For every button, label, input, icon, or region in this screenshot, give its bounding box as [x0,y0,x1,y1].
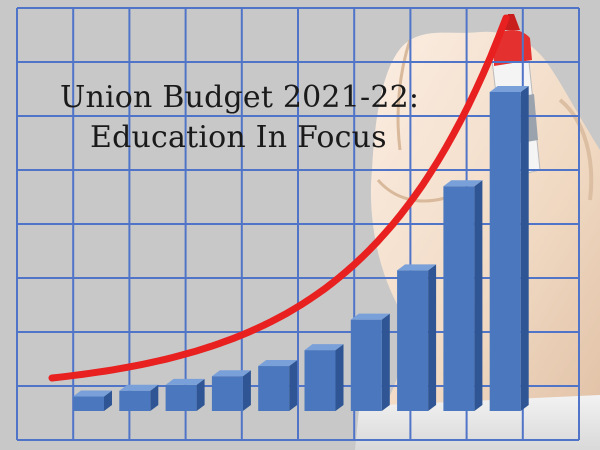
bar-side [242,370,251,411]
bar-front [119,390,151,411]
bar-side [196,378,205,411]
finger-crease [396,39,412,151]
bar [443,180,483,411]
bar-top [73,390,112,397]
bar-side [520,86,529,411]
bar-front [258,366,290,411]
bar-top [165,378,205,385]
bar-side [150,384,159,411]
bar [211,370,251,411]
bar-top [119,384,159,391]
bar-side [474,180,483,411]
bar-side [428,264,437,411]
bar-front [304,350,336,411]
bar-front [73,396,104,411]
bar-series [73,86,529,411]
trend-line [48,14,510,382]
bar-front [489,92,521,411]
bar-top [443,180,483,187]
bar [350,313,390,411]
bar-top [211,370,251,377]
bar [489,86,529,411]
bar-front [350,319,382,411]
bar-top [397,264,437,271]
bar [73,390,112,411]
bar-front [211,376,243,411]
bar-front [443,186,475,411]
bar [397,264,437,411]
bar-top [304,344,344,351]
headline-line-1: Union Budget 2021-22: [60,80,420,115]
bar [258,360,298,411]
bar [165,378,205,411]
bar-front [397,270,429,411]
bar-side [335,344,344,411]
headline-line-2: Education In Focus [90,120,387,155]
bar-side [289,360,298,411]
bar-side [381,313,390,411]
thumb-edge [558,98,594,201]
bar-top [489,86,529,92]
bar-top [350,313,390,320]
bar-top [258,360,298,367]
bar [304,344,344,411]
bar-front [165,384,197,411]
bar-side [104,390,112,411]
bar [119,384,159,411]
